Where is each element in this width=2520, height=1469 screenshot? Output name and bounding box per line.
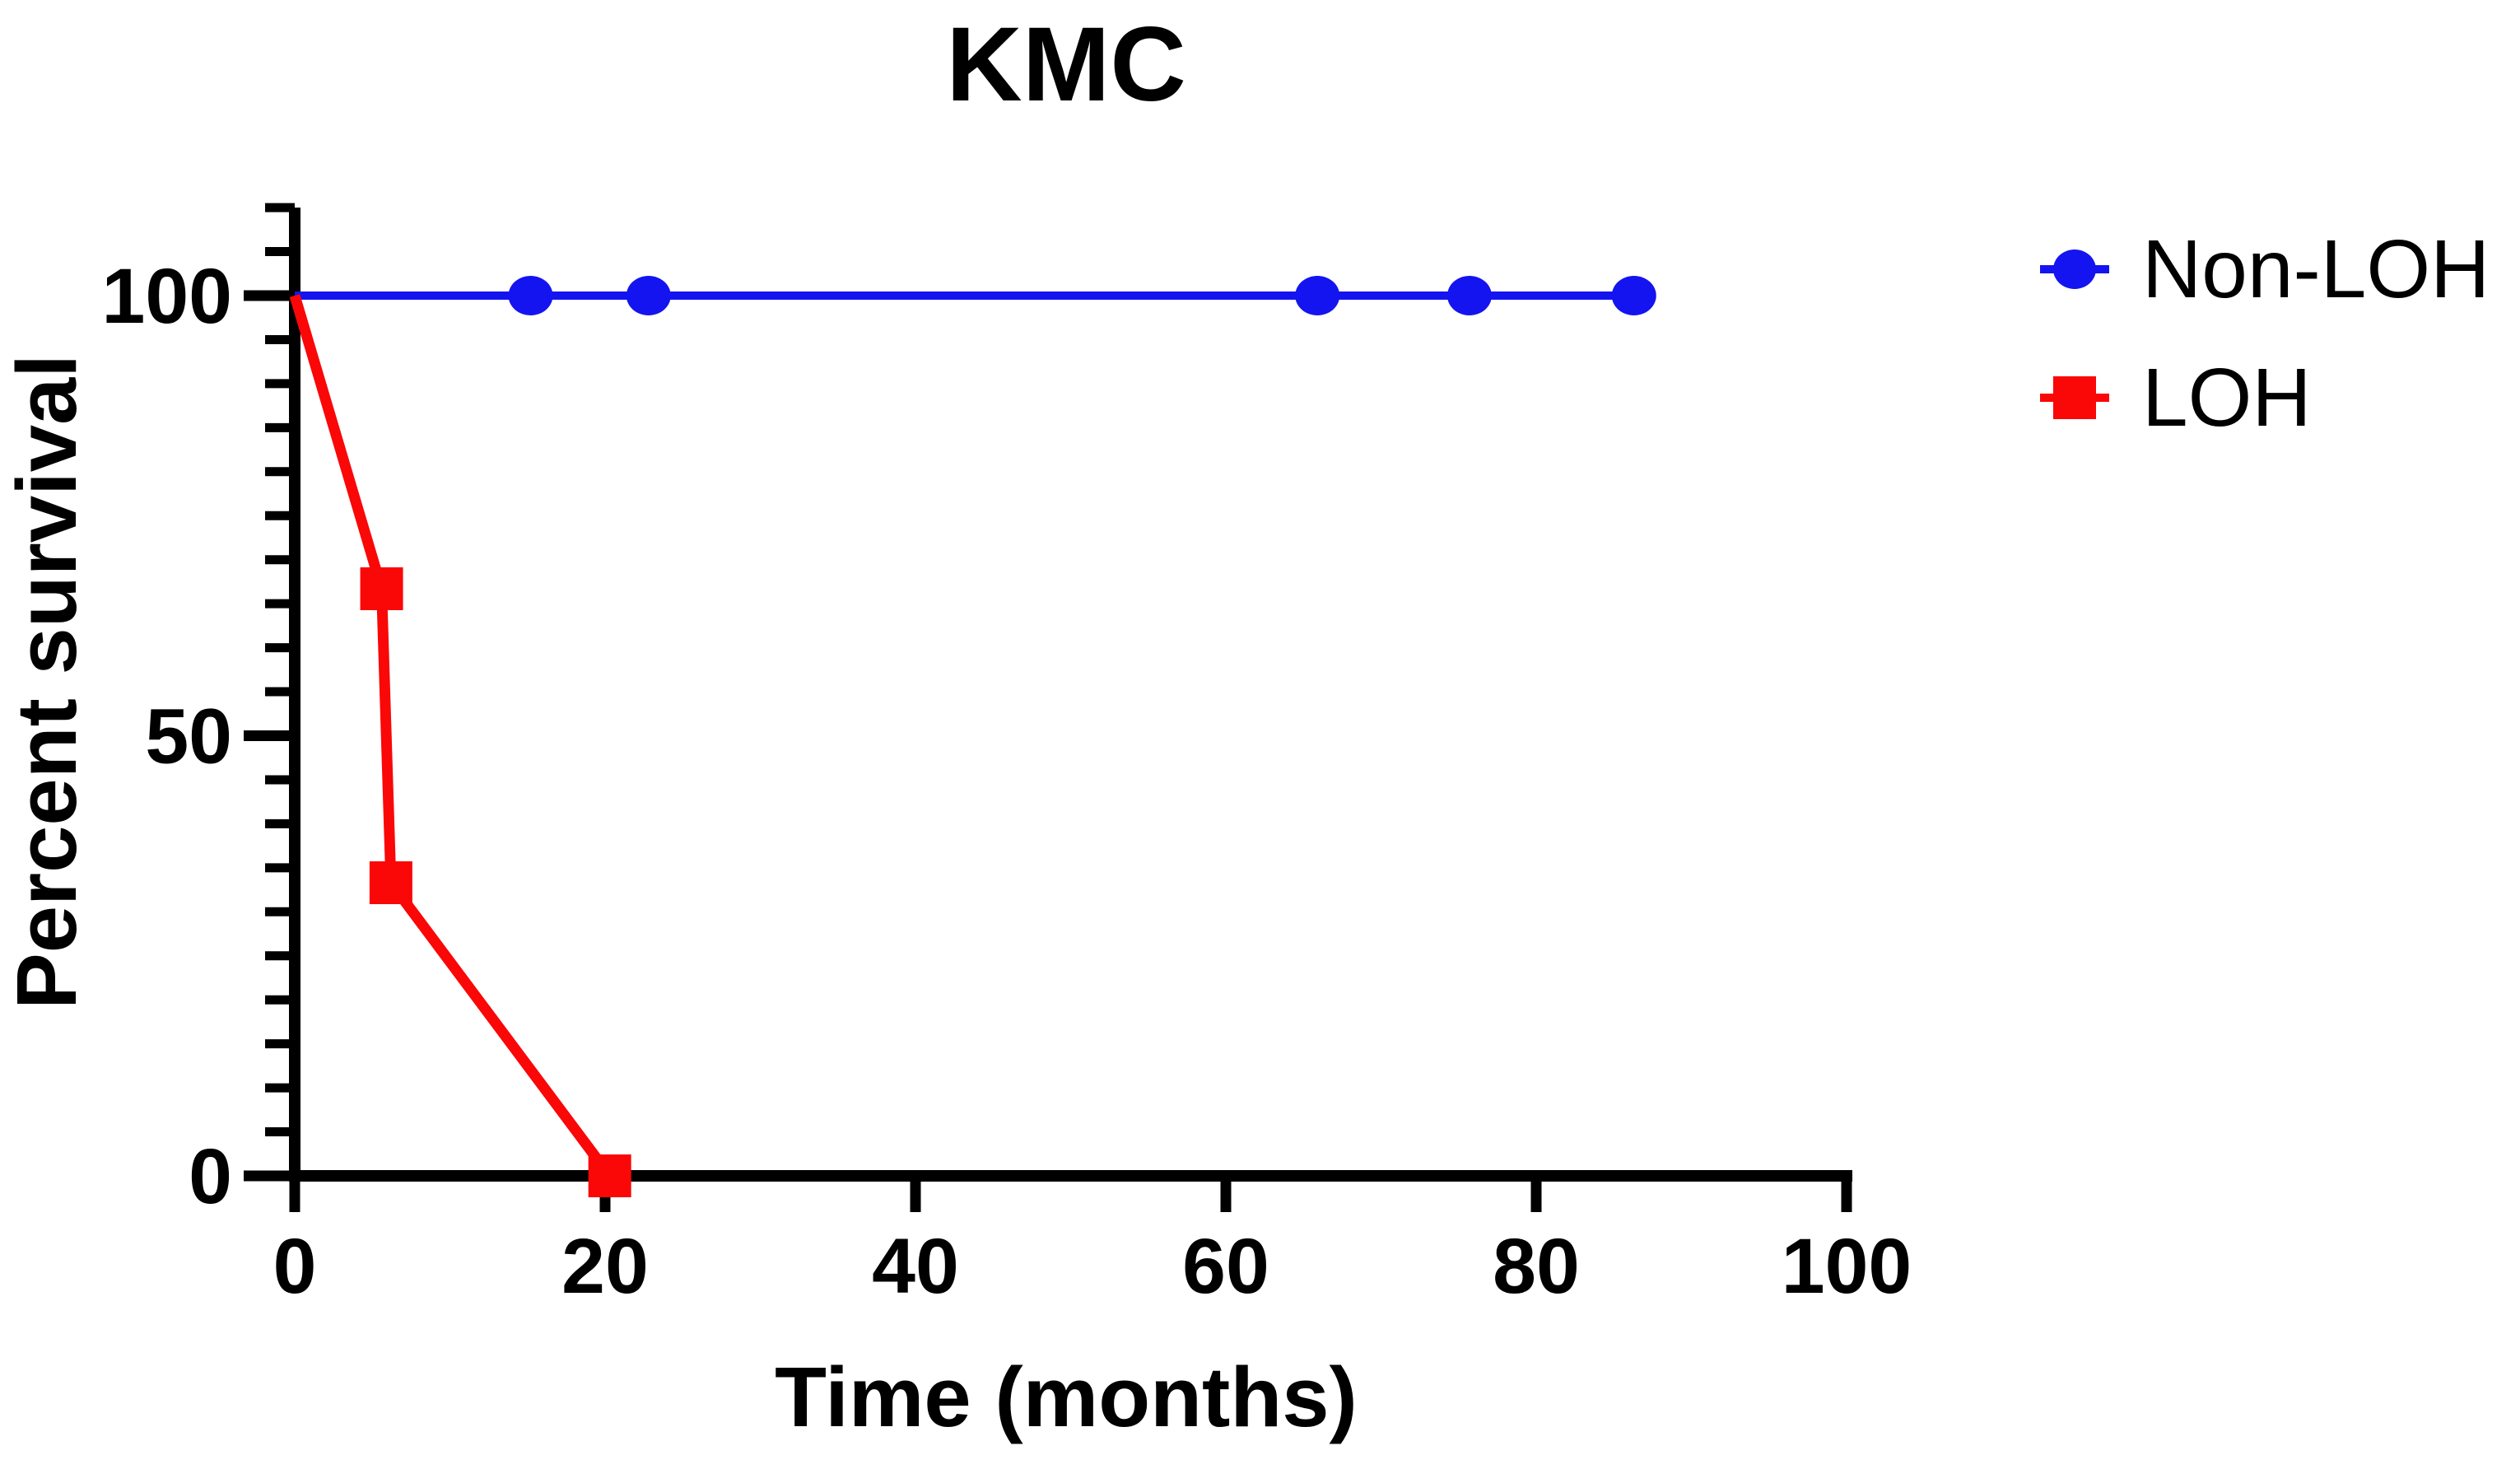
legend-item-loh: LOH: [2040, 352, 2312, 444]
x-tick-label: 60: [1182, 1223, 1269, 1310]
plot-area: 0 20 40 60 80 100 0 50 100: [101, 203, 1912, 1310]
x-tick-label: 100: [1782, 1223, 1912, 1310]
x-tick-label: 80: [1493, 1223, 1580, 1310]
loh-event-marker: [369, 861, 412, 905]
non-loh-censor-marker: [1295, 276, 1340, 315]
non-loh-censor-marker: [626, 276, 671, 315]
legend-square-marker-icon: [2053, 376, 2096, 419]
loh-survival-line: [289, 294, 614, 1179]
non-loh-censor-marker: [1446, 276, 1492, 315]
non-loh-censor-marker: [508, 276, 553, 315]
legend-item-non-loh: Non-LOH: [2040, 223, 2490, 315]
loh-event-marker: [360, 567, 403, 610]
chart-title: KMC: [946, 6, 1186, 124]
legend: Non-LOH LOH: [2040, 223, 2490, 444]
y-tick-label: 100: [101, 253, 232, 340]
loh-event-marker: [588, 1154, 631, 1197]
y-tick-label: 50: [145, 693, 232, 781]
legend-label-loh: LOH: [2142, 352, 2312, 444]
x-axis-title: Time (months): [775, 1350, 1358, 1444]
legend-label-non-loh: Non-LOH: [2142, 223, 2490, 315]
x-tick-label: 0: [273, 1223, 317, 1310]
y-axis-title: Percent survival: [0, 354, 94, 1010]
legend-circle-marker-icon: [2053, 249, 2096, 289]
x-tick-label: 20: [561, 1223, 649, 1310]
y-tick-label: 0: [189, 1133, 232, 1220]
x-tick-label: 40: [872, 1223, 959, 1310]
non-loh-censor-marker: [1611, 276, 1656, 315]
